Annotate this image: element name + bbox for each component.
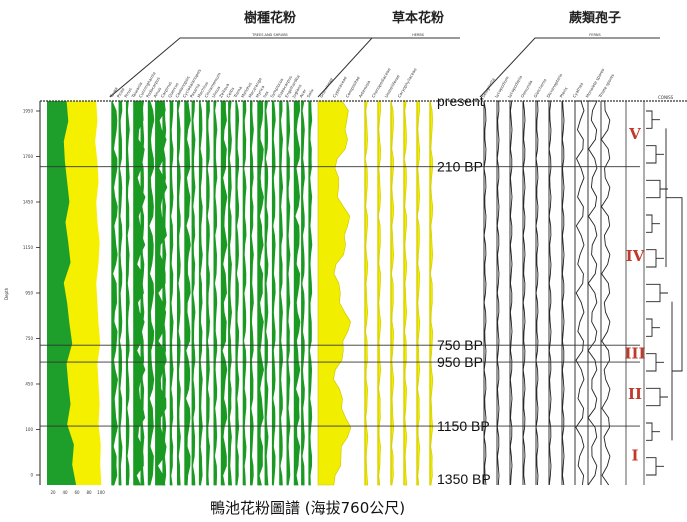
taxon-label-16: Celtis <box>225 86 235 98</box>
zone-label-III: III <box>624 345 645 363</box>
zone-label-II: II <box>628 385 642 403</box>
taxon-label-6: Alnus <box>152 86 162 98</box>
depth-tick-label-2: 1450 <box>23 200 34 205</box>
tree-taxon-curve-25 <box>294 100 301 486</box>
taxon-label-34: Caryophyllaceae <box>397 67 418 99</box>
depth-tick-label-1: 1700 <box>23 154 34 159</box>
coniss-label: CONISS <box>658 95 674 100</box>
taxon-label-42: Cyathea <box>572 81 585 98</box>
depth-tick-label-4: 950 <box>25 291 33 296</box>
tree-taxon-curve-20 <box>257 100 265 486</box>
depth-tick-label-8: 0 <box>30 473 33 478</box>
group-bracket-0 <box>109 37 375 98</box>
zone-label-I: I <box>631 447 638 465</box>
summary-tick-3: 80 <box>86 490 92 495</box>
fern-taxon-curve-7 <box>575 100 585 486</box>
fern-taxon-curve-2 <box>509 100 513 486</box>
taxon-label-26: Acer <box>298 88 307 99</box>
group-bracket-1 <box>317 37 460 98</box>
horizon-label-2: 750 BP <box>437 337 483 353</box>
fern-taxon-curve-0 <box>483 100 487 486</box>
summary-tick-2: 60 <box>74 490 80 495</box>
summary-area-trees <box>47 101 77 485</box>
taxon-label-0: Tsuga <box>108 86 119 100</box>
horizon-label-1: 210 BP <box>437 159 483 175</box>
group-title-0: 樹種花粉 <box>244 10 296 26</box>
depth-tick-label-5: 750 <box>25 336 33 341</box>
group-bracket-2 <box>479 37 660 98</box>
depth-tick-label-6: 450 <box>25 382 33 387</box>
zone-label-V: V <box>628 125 641 143</box>
fern-taxon-curve-6 <box>561 100 565 486</box>
tree-taxon-curve-3 <box>133 100 146 486</box>
taxon-label-41: Pteris <box>559 86 569 98</box>
chart-caption: 鴨池花粉圖譜 (海拔760公尺) <box>210 499 406 517</box>
depth-tick-label-7: 100 <box>25 427 33 432</box>
depth-tick-label-0: 1950 <box>23 109 34 114</box>
taxon-label-27: Salix <box>306 87 315 98</box>
fern-taxon-curve-8 <box>587 100 598 486</box>
depth-axis-label: Depth <box>4 287 9 300</box>
horizon-label-5: 1350 BP <box>437 471 491 487</box>
tree-taxon-curve-10 <box>184 100 191 486</box>
group-subtitle-2: FERNS <box>589 33 601 37</box>
group-subtitle-0: TREES AND SHRUBS <box>251 33 288 37</box>
fern-taxon-curve-5 <box>548 100 552 486</box>
horizon-label-4: 1150 BP <box>437 418 490 434</box>
taxon-label-31: Artemisia <box>358 79 372 98</box>
summary-tick-4: 100 <box>97 490 105 495</box>
summary-tick-1: 40 <box>62 490 68 495</box>
taxon-label-38: Osmunda <box>520 79 534 99</box>
herb-gramineae-area <box>317 100 352 486</box>
group-subtitle-1: HERBS <box>412 33 425 37</box>
tree-taxon-curve-0 <box>111 100 118 486</box>
taxon-label-20: Myrica <box>255 84 266 98</box>
tree-taxon-curve-5 <box>148 100 155 486</box>
zone-label-IV: IV <box>626 247 645 265</box>
taxon-label-1: Picea <box>116 86 126 98</box>
taxon-label-21: Ilex <box>262 89 270 98</box>
fern-taxon-curve-9 <box>600 100 611 486</box>
summary-tick-0: 20 <box>50 490 56 495</box>
depth-tick-label-3: 1150 <box>23 245 34 250</box>
taxon-label-14: Ulmus <box>211 85 222 98</box>
taxon-label-17: Trema <box>232 85 243 99</box>
group-title-2: 蕨類孢子 <box>569 10 621 26</box>
tree-taxon-curve-15 <box>221 100 228 486</box>
horizon-label-3: 950 BP <box>437 354 483 370</box>
coniss-dendrogram <box>646 110 683 476</box>
taxon-label-2: Pinus <box>123 87 133 99</box>
group-title-1: 草本花粉 <box>392 10 444 26</box>
fern-taxon-curve-3 <box>522 100 526 486</box>
